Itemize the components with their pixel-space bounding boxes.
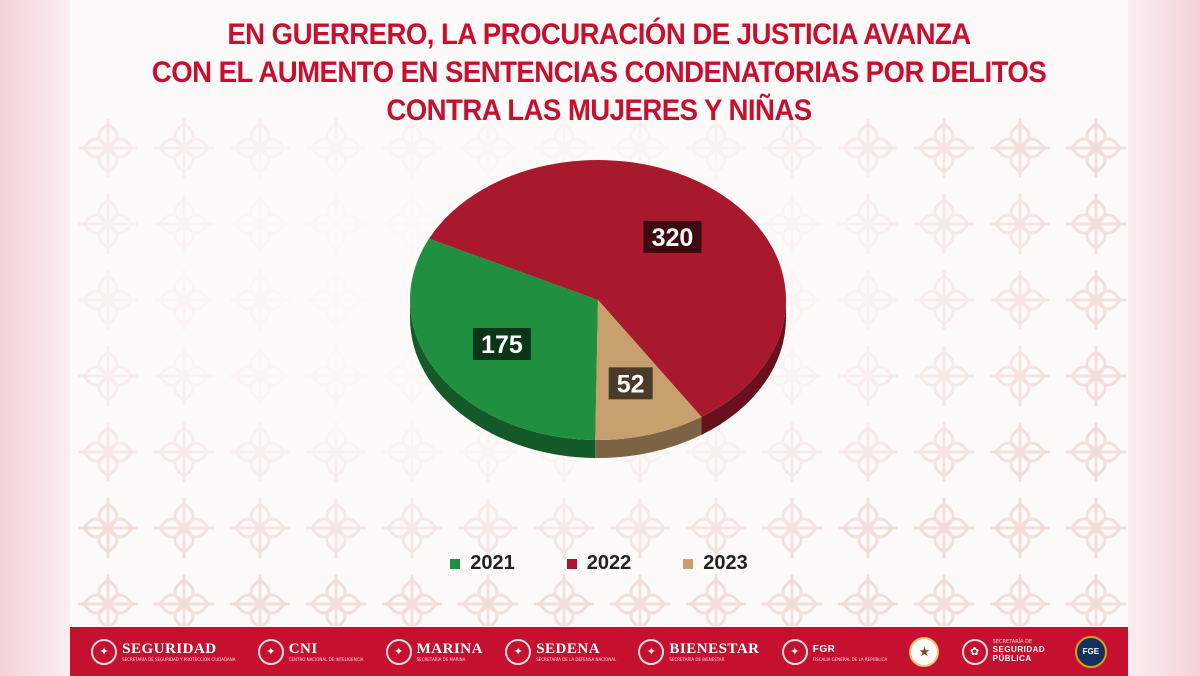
pie-slice-side-2021 [409,300,596,458]
logo-seguridad: ✦ SEGURIDAD SECRETARÍA DE SEGURIDAD Y PR… [91,638,236,665]
logo-fgr: ✦ FGR FISCALÍA GENERAL DE LA REPÚBLICA [781,638,888,665]
eagle-seal-icon: ✦ [505,638,532,665]
logo-subtitle: CENTRO NACIONAL DE INTELIGENCIA [288,656,364,662]
slide: EN GUERRERO, LA PROCURACIÓN DE JUSTICIA … [70,0,1128,676]
logo-cni: ✦ CNI CENTRO NACIONAL DE INTELIGENCIA [257,638,364,665]
guardia-nacional-seal-icon: ★ [909,636,940,667]
logo-marina: ✦ MARINA SECRETARÍA DE MARINA [385,638,483,665]
chart-title: EN GUERRERO, LA PROCURACIÓN DE JUSTICIA … [112,16,1085,130]
left-edge-background [0,0,70,676]
eagle-seal-icon: ✦ [385,638,412,665]
legend-item-2023: 2023 [683,552,748,575]
legend-item-2021: 2021 [450,552,515,575]
data-label-box-2023 [608,367,653,400]
right-edge-background [1128,0,1200,676]
eagle-seal-icon: ✦ [91,638,118,665]
logo-name: CNI [288,640,318,657]
eagle-seal-icon: ✦ [257,638,284,665]
legend-swatch-2021 [450,558,461,569]
legend-swatch-2023 [683,558,694,569]
chart-legend: 2021 2022 2023 [70,552,1128,575]
legend-swatch-2022 [566,558,577,569]
pie-slice-side-2023 [595,416,702,459]
logo-name: MARINA [416,640,483,657]
pie-slice-side-2022 [701,300,786,435]
logo-subtitle: SECRETARÍA DE [992,639,1033,645]
logo-name: SEGURIDAD PÚBLICA [992,645,1046,663]
logo-name: BIENESTAR [669,640,760,657]
eagle-seal-icon: ✦ [781,638,808,665]
logo-subtitle: SECRETARÍA DE SEGURIDAD Y PROTECCIÓN CIU… [122,656,236,662]
eagle-seal-icon: ✦ [638,638,665,665]
fge-seal-icon: FGE [1074,635,1107,668]
logo-name: FGR [812,643,836,655]
logo-subtitle: SECRETARÍA DE BIENESTAR [669,656,725,662]
logo-name: SEDENA [536,640,601,657]
institution-logos-footer: ✦ SEGURIDAD SECRETARÍA DE SEGURIDAD Y PR… [70,627,1128,676]
title-line-1: EN GUERRERO, LA PROCURACIÓN DE JUSTICIA … [227,18,971,51]
logo-bienestar: ✦ BIENESTAR SECRETARÍA DE BIENESTAR [638,638,760,665]
data-label-2023: 52 [617,370,645,398]
legend-label-2023: 2023 [703,552,748,574]
data-label-2021: 175 [481,331,523,359]
logo-subtitle: FISCALÍA GENERAL DE LA REPÚBLICA [812,656,888,662]
flower-emblem-icon: ✿ [961,638,988,665]
legend-label-2021: 2021 [470,552,515,574]
logo-subtitle: SECRETARÍA DE MARINA [416,656,466,662]
data-label-2022: 320 [652,224,694,252]
logo-name: SEGURIDAD [122,640,217,657]
legend-item-2022: 2022 [566,552,632,575]
title-line-3: CONTRA LAS MUJERES Y NIÑAS [386,94,812,127]
title-line-2: CON EL AUMENTO EN SENTENCIAS CONDENATORI… [151,56,1047,89]
logo-sedena: ✦ SEDENA SECRETARÍA DE LA DEFENSA NACION… [505,638,617,665]
logo-seguridad-publica: ✿ SECRETARÍA DE SEGURIDAD PÚBLICA [961,638,1053,665]
data-label-box-2022 [643,220,702,253]
legend-label-2022: 2022 [586,552,632,574]
data-label-box-2021 [472,327,531,360]
pie-chart: 175 320 52 [409,159,787,459]
logo-subtitle: SECRETARÍA DE LA DEFENSA NACIONAL [536,656,617,662]
